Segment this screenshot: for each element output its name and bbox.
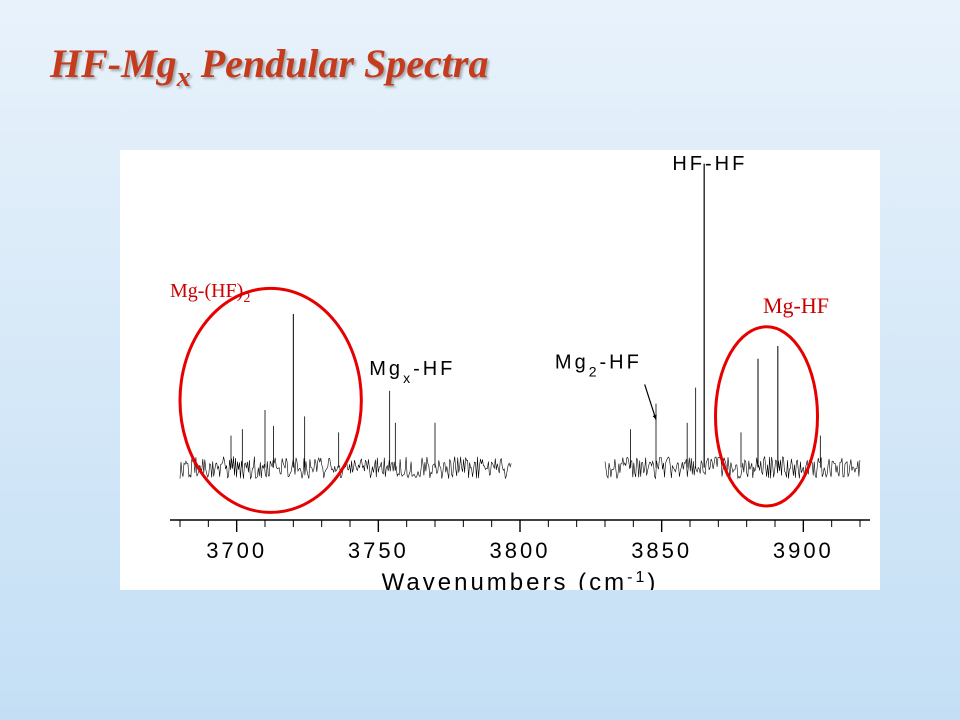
chart-annotation: Mg-(HF)2 — [170, 280, 250, 307]
svg-text:3900: 3900 — [773, 538, 834, 563]
svg-text:Wavenumbers (cm-1): Wavenumbers (cm-1) — [382, 569, 659, 591]
slide: HF-Mgx Pendular Spectra 3700 3750 3800 3850… — [0, 0, 960, 720]
svg-text:Mgx-HF: Mgx-HF — [369, 358, 455, 386]
title-post: Pendular Spectra — [191, 41, 489, 86]
chart-container: 3700 3750 3800 3850 3900 Wavenumbers (cm-1) HF… — [120, 150, 880, 590]
page-title: HF-Mgx Pendular Spectra — [50, 40, 488, 94]
spectrum-chart: 3700 3750 3800 3850 3900 Wavenumbers (cm-1) HF… — [120, 150, 880, 590]
svg-text:HF-HF: HF-HF — [672, 153, 747, 175]
svg-text:3700: 3700 — [206, 538, 267, 563]
svg-text:Mg2-HF: Mg2-HF — [555, 351, 642, 379]
title-pre: HF-Mg — [50, 41, 177, 86]
chart-annotation: Mg-HF — [763, 293, 829, 319]
svg-text:3850: 3850 — [631, 538, 692, 563]
title-sub: x — [177, 62, 191, 93]
svg-text:3800: 3800 — [490, 538, 551, 563]
svg-text:3750: 3750 — [348, 538, 409, 563]
